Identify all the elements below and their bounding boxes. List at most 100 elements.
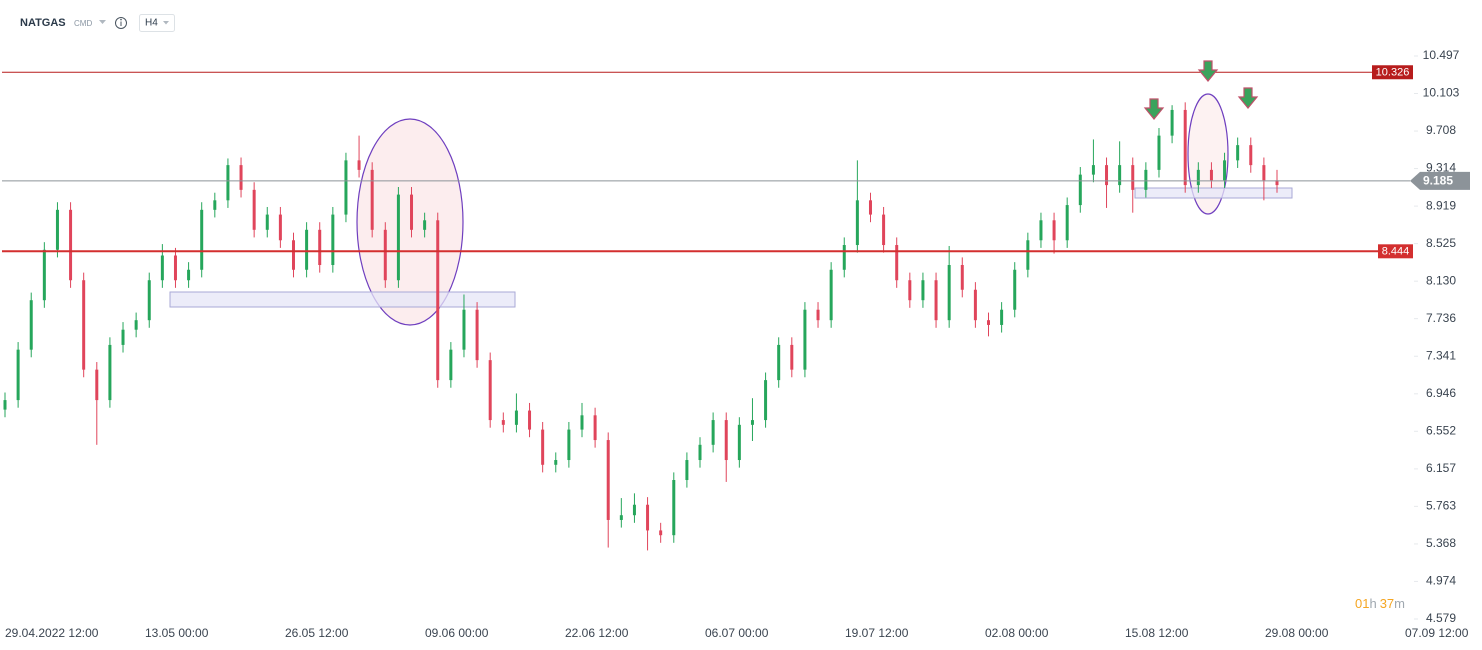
candle-body (737, 424, 741, 461)
candle-body (973, 289, 977, 321)
y-tick-label: 4.974 (1426, 574, 1456, 588)
candle-body (160, 255, 164, 281)
candle-body (698, 444, 702, 461)
candle-body (344, 160, 348, 215)
candle-body (1196, 169, 1200, 186)
candle-body (449, 349, 453, 381)
candle-body (921, 280, 925, 301)
candle-body (1262, 165, 1266, 181)
candle-body (462, 309, 466, 350)
dropdown-arrow[interactable] (99, 20, 106, 24)
countdown-unit: h (1369, 596, 1376, 611)
candle-body (1039, 220, 1043, 241)
y-tick-label: 8.130 (1426, 273, 1456, 287)
y-tick-label: 5.368 (1426, 536, 1456, 550)
candle-body (55, 209, 59, 250)
instrument-kind: CMD (74, 19, 92, 28)
candle-body (842, 245, 846, 270)
x-tick-label: 09.06 00:00 (425, 626, 489, 640)
candle-body (947, 265, 951, 321)
candle-body (16, 349, 20, 401)
candle-body (593, 415, 597, 441)
info-icon-dot (120, 18, 122, 21)
candle-body (777, 344, 781, 381)
candle-body (829, 269, 833, 321)
candle-body (213, 200, 217, 210)
y-tick-label: 7.736 (1426, 311, 1456, 325)
level-label: 10.326 (1376, 67, 1410, 79)
candle-body (396, 194, 400, 281)
candle-body (554, 460, 558, 465)
candle-body (265, 214, 269, 230)
zone-box (1134, 187, 1293, 199)
candle-body (750, 420, 754, 425)
x-tick-label: 22.06 12:00 (565, 626, 629, 640)
info-icon[interactable] (115, 17, 127, 29)
candle-body (239, 165, 243, 190)
candle-body (1249, 145, 1253, 166)
candle-body (187, 269, 191, 281)
arrows (1143, 60, 1259, 120)
drawings (169, 93, 1293, 326)
interval: H4 (145, 18, 158, 29)
down-arrow (1143, 98, 1165, 120)
candle-body (3, 400, 7, 410)
candle-body (1000, 309, 1004, 325)
candle-body (410, 194, 414, 230)
header: NATGAS CMD H4 (20, 14, 175, 32)
y-tick-label: 8.919 (1426, 198, 1456, 212)
candle-body (895, 245, 899, 281)
candle-body (305, 229, 309, 270)
candle-body (278, 214, 282, 241)
candle-body (619, 515, 623, 520)
candle-body (1183, 109, 1187, 186)
candle-body (528, 410, 532, 430)
y-tick-label: 10.497 (1423, 48, 1460, 62)
candle-body (567, 429, 571, 461)
candle-body (69, 209, 73, 281)
candle-body (475, 309, 479, 361)
candle-body (1131, 165, 1135, 190)
candle-body (855, 200, 859, 246)
y-tick-label: 6.552 (1426, 423, 1456, 437)
symbol[interactable]: NATGAS (20, 17, 66, 29)
candle-body (1105, 165, 1109, 186)
candle-body (1052, 220, 1056, 241)
candle-body (790, 344, 794, 370)
interval-select[interactable] (139, 14, 175, 32)
candle-body (436, 220, 440, 381)
candle-body (685, 460, 689, 481)
y-tick-label: 7.341 (1426, 348, 1456, 362)
y-tick-label: 9.708 (1426, 123, 1456, 137)
x-tick-label: 15.08 12:00 (1125, 626, 1189, 640)
y-tick-label: 8.525 (1426, 236, 1456, 250)
candle-body (95, 369, 99, 401)
candle-body (226, 165, 230, 201)
candle-body (580, 415, 584, 430)
level-tag (1378, 244, 1413, 259)
candle-body (501, 420, 505, 425)
interval-arrow (163, 21, 169, 25)
candle-body (370, 169, 374, 230)
y-tick-label: 9.314 (1426, 161, 1456, 175)
candle-body (672, 480, 676, 536)
candle-body (934, 280, 938, 321)
candle-body (1236, 145, 1240, 161)
candle-body (1223, 160, 1227, 181)
candle-body (29, 300, 33, 350)
y-tick-label: 4.579 (1426, 611, 1456, 625)
candle-body (764, 380, 768, 421)
candle-body (908, 280, 912, 301)
y-tick-label: 6.946 (1426, 386, 1456, 400)
x-tick-label: 19.07 12:00 (845, 626, 909, 640)
y-tick-label: 6.157 (1426, 461, 1456, 475)
last-price-tag (1410, 171, 1470, 190)
x-tick-label: 06.07 00:00 (705, 626, 769, 640)
candle-body (423, 220, 427, 230)
level-tag (1372, 65, 1413, 80)
candle-body (606, 440, 610, 520)
x-tick-label: 26.05 12:00 (285, 626, 349, 640)
candle-body (1026, 240, 1030, 270)
x-tick-label: 29.04.2022 12:00 (5, 626, 99, 640)
